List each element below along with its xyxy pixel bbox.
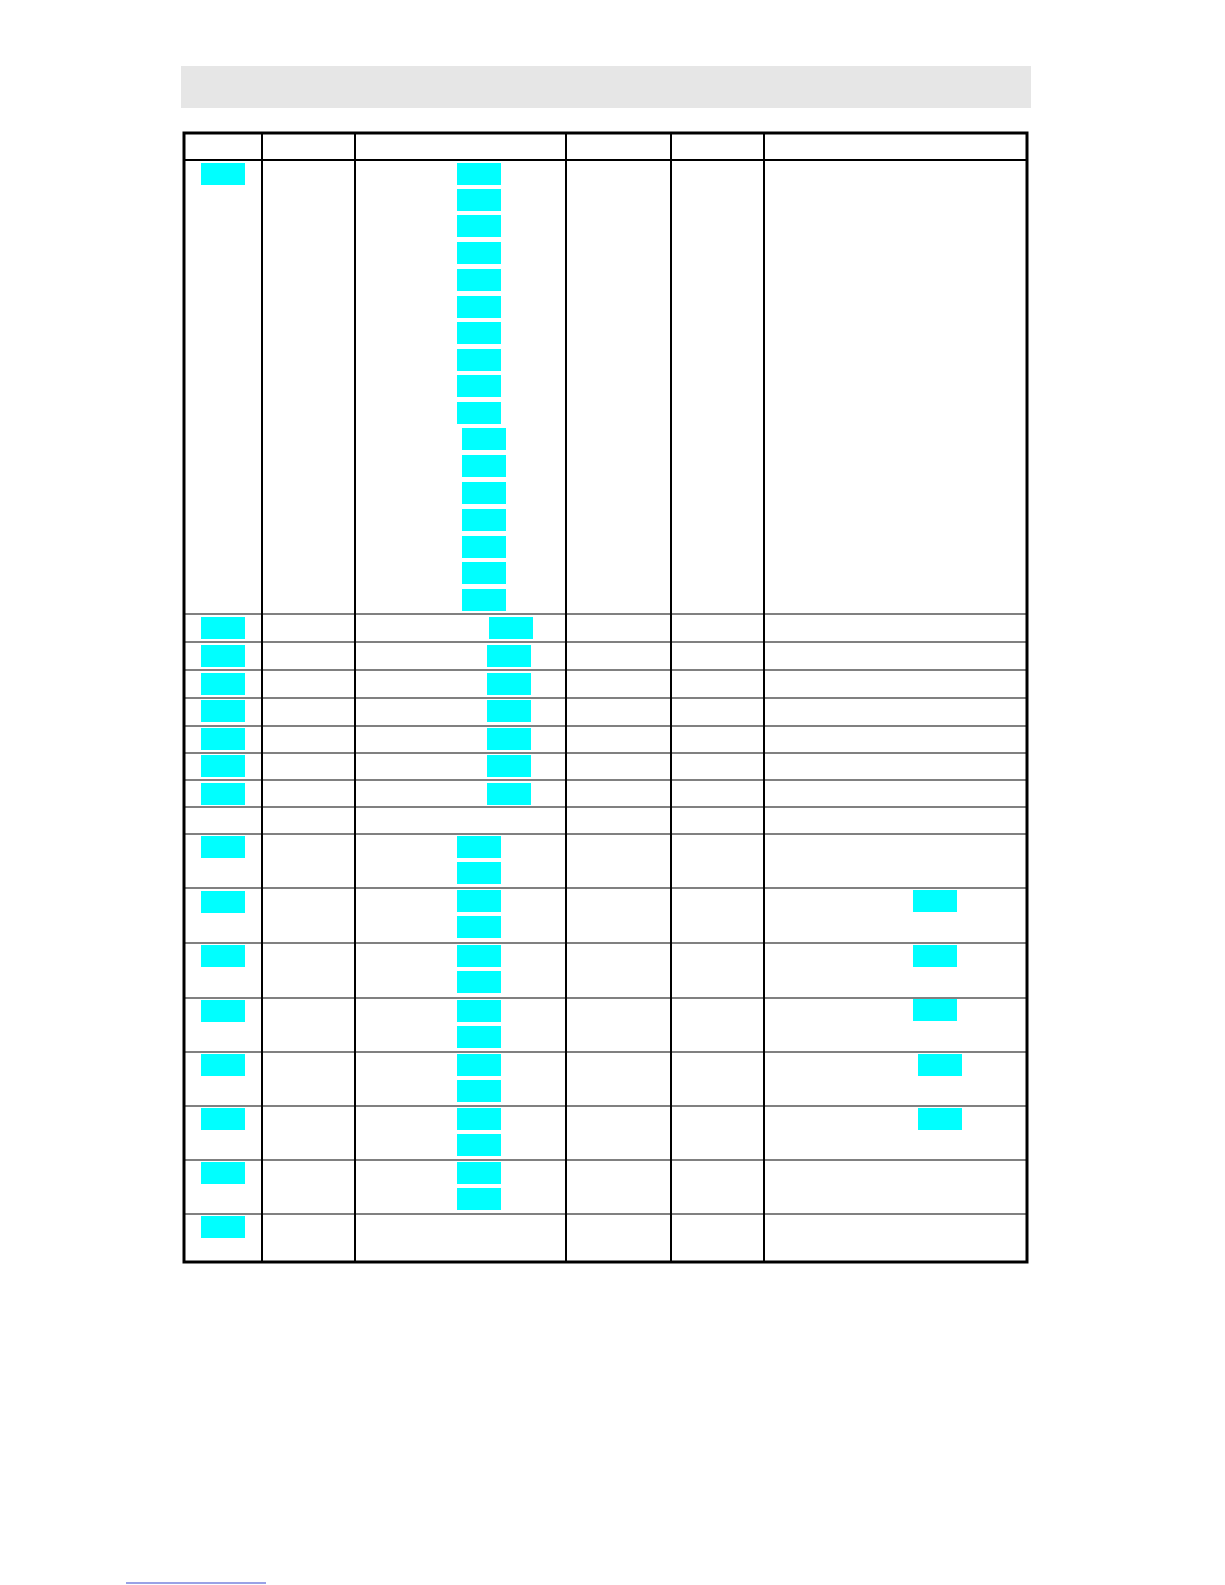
highlight-box [201, 673, 245, 695]
highlight-box [201, 1054, 245, 1076]
highlight-box [489, 617, 533, 639]
highlight-box [201, 783, 245, 805]
highlight-box [457, 269, 501, 291]
highlight-box [457, 1000, 501, 1022]
highlight-box [462, 455, 506, 477]
highlight-box [201, 728, 245, 750]
highlight-box [487, 755, 531, 777]
highlights [201, 163, 962, 1238]
highlight-box [462, 482, 506, 504]
highlight-box [457, 862, 501, 884]
highlight-box [457, 1134, 501, 1156]
highlight-box [487, 728, 531, 750]
table [182, 131, 1029, 1264]
highlight-box [457, 1188, 501, 1210]
highlight-box [457, 945, 501, 967]
highlight-box [201, 836, 245, 858]
highlight-box [457, 163, 501, 185]
highlight-box [457, 1162, 501, 1184]
highlight-box [918, 1108, 962, 1130]
highlight-box [201, 700, 245, 722]
highlight-box [462, 589, 506, 611]
highlight-box [201, 1000, 245, 1022]
highlight-box [913, 945, 957, 967]
highlight-box [462, 562, 506, 584]
highlight-box [457, 322, 501, 344]
highlight-box [457, 215, 501, 237]
highlight-box [462, 536, 506, 558]
highlight-box [201, 645, 245, 667]
highlight-box [201, 1162, 245, 1184]
highlight-box [457, 890, 501, 912]
highlight-box [457, 1080, 501, 1102]
highlight-box [487, 673, 531, 695]
highlight-box [913, 890, 957, 912]
highlight-box [462, 509, 506, 531]
highlight-box [457, 242, 501, 264]
highlight-box [201, 163, 245, 185]
highlight-box [487, 783, 531, 805]
highlight-box [201, 1216, 245, 1238]
highlight-box [201, 945, 245, 967]
highlight-box [457, 1108, 501, 1130]
header-bar [181, 66, 1031, 108]
highlight-box [487, 700, 531, 722]
highlight-box [201, 891, 245, 913]
highlight-box [457, 375, 501, 397]
highlight-box [457, 189, 501, 211]
highlight-box [457, 296, 501, 318]
highlight-box [457, 1026, 501, 1048]
highlight-box [201, 755, 245, 777]
highlight-box [457, 349, 501, 371]
highlight-box [462, 428, 506, 450]
highlight-box [201, 1108, 245, 1130]
highlight-box [457, 971, 501, 993]
highlight-box [457, 836, 501, 858]
highlight-box [918, 1054, 962, 1076]
highlight-box [457, 1054, 501, 1076]
highlight-box [487, 645, 531, 667]
highlight-box [457, 402, 501, 424]
highlight-box [201, 617, 245, 639]
highlight-box [457, 916, 501, 938]
highlight-box [913, 999, 957, 1021]
